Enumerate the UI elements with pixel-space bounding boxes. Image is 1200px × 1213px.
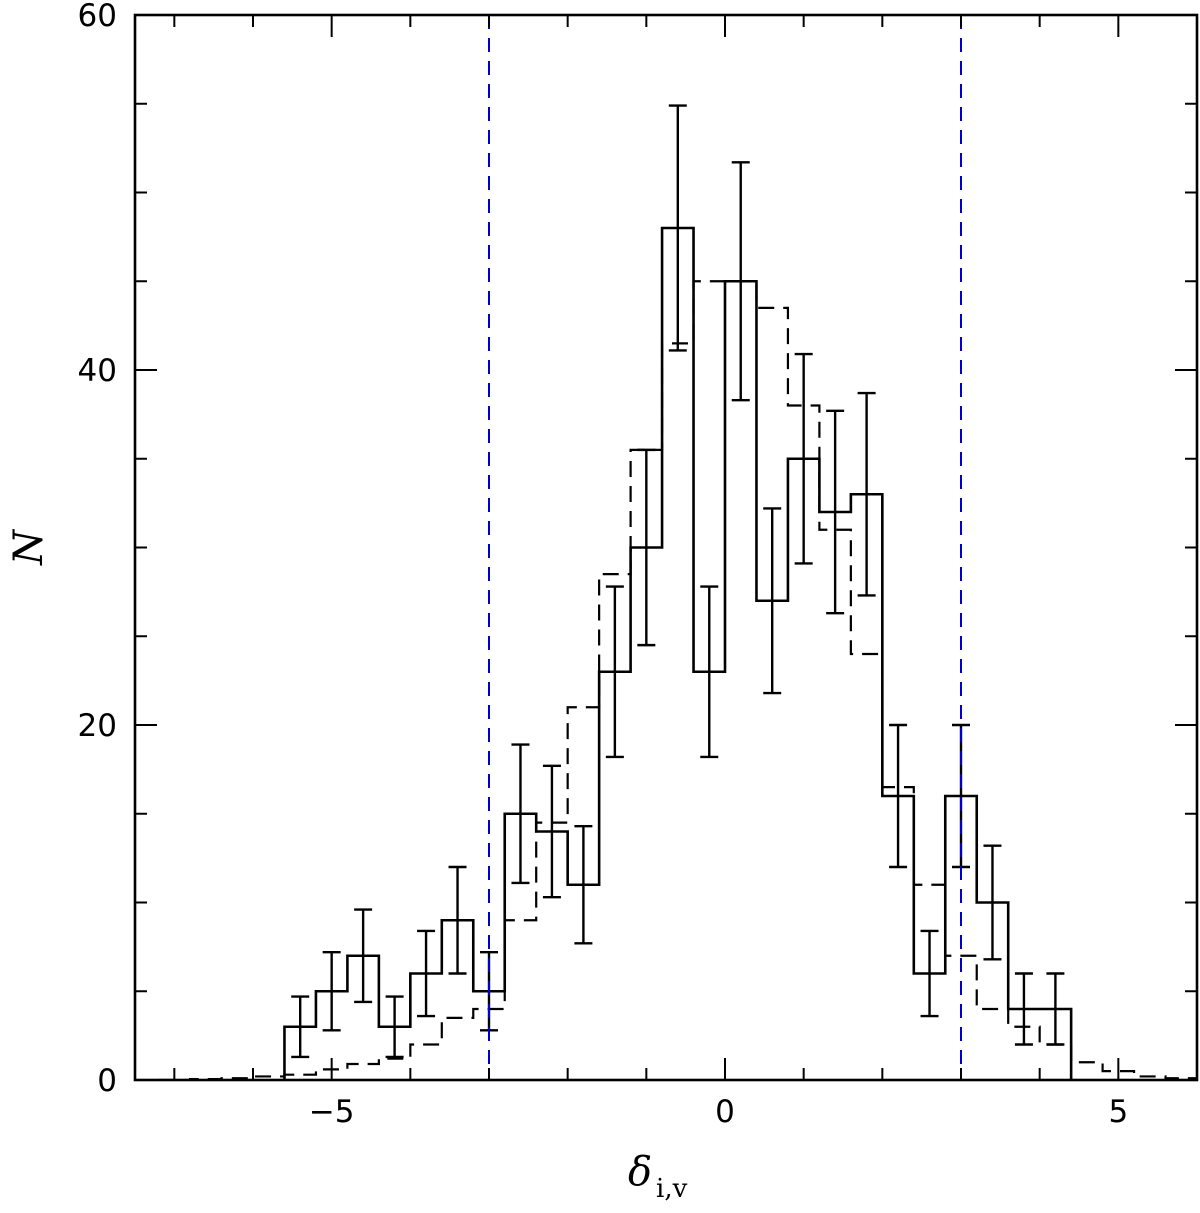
- error-bar: [291, 995, 310, 1059]
- error-bar: [448, 865, 467, 975]
- error-bar: [542, 764, 561, 899]
- error-bar: [983, 844, 1002, 961]
- error-bar: [385, 995, 404, 1059]
- error-bar: [700, 585, 719, 759]
- error-bar: [511, 743, 530, 885]
- plot-frame: [133, 13, 1199, 1082]
- error-bar: [889, 723, 908, 869]
- dashed-histogram-series: [158, 280, 1197, 1080]
- y-tick-label: 60: [78, 0, 117, 34]
- error-bar: [605, 585, 624, 759]
- x-tick-label: 0: [715, 1094, 735, 1130]
- y-tick-label: 20: [78, 708, 117, 744]
- error-bar: [322, 951, 341, 1032]
- error-bar: [794, 352, 813, 565]
- error-bar: [354, 908, 373, 1004]
- error-bar: [574, 824, 593, 945]
- y-tick-label: 0: [97, 1063, 117, 1099]
- error-bar: [920, 929, 939, 1018]
- x-tick-label: 5: [1108, 1094, 1128, 1130]
- x-axis-label: δ: [628, 1149, 652, 1195]
- y-axis-label: N: [6, 528, 52, 566]
- x-axis-label-subscript: i,v: [656, 1174, 688, 1204]
- solid-histogram-series: [283, 226, 1073, 1080]
- error-bar: [826, 409, 845, 615]
- error-bar: [1014, 972, 1033, 1046]
- x-tick-label: −5: [309, 1094, 355, 1130]
- error-bar: [763, 507, 782, 695]
- error-bar: [417, 929, 436, 1018]
- error-bar: [857, 391, 876, 597]
- y-tick-label: 40: [78, 353, 117, 389]
- error-bar: [668, 104, 687, 352]
